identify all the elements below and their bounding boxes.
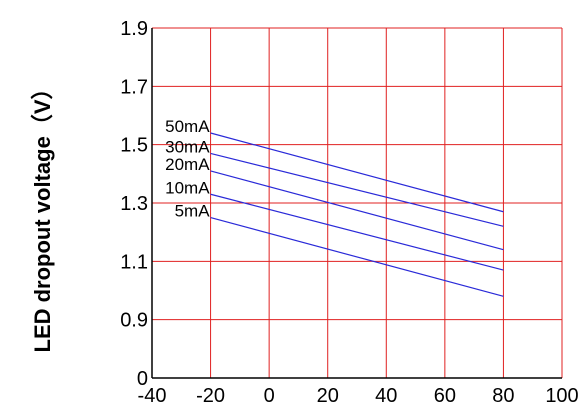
y-tick-label: 0	[137, 368, 148, 390]
series-line-10mA	[210, 193, 504, 271]
y-tick-label: 1.7	[120, 76, 148, 98]
series-label-5mA: 5mA	[175, 202, 211, 221]
series-label-20mA: 20mA	[165, 155, 210, 174]
series-line-30mA	[210, 152, 504, 227]
tick-labels: -40 -20 0 20 40 60 80 100 0 0.9 1.1 1.3 1.5 1.7 1.9	[120, 18, 579, 407]
series-line-50mA	[210, 132, 504, 213]
x-tick-label: -20	[196, 385, 225, 407]
series-lines	[210, 132, 504, 297]
x-tick-label: 80	[492, 385, 514, 407]
x-tick-label: 0	[264, 385, 275, 407]
y-axis-label: LED dropout voltage（V）	[30, 77, 55, 352]
series-label-10mA: 10mA	[165, 178, 210, 197]
x-tick-label: 60	[434, 385, 456, 407]
axes	[151, 28, 562, 379]
series-label-30mA: 30mA	[165, 137, 210, 156]
series-line-20mA	[210, 170, 504, 251]
y-tick-label: 1.5	[120, 135, 148, 157]
x-tick-label: 20	[317, 385, 339, 407]
y-tick-label: 1.1	[120, 251, 148, 273]
grid	[152, 27, 563, 378]
y-tick-label: 1.9	[120, 18, 148, 40]
y-tick-label: 1.3	[120, 193, 148, 215]
x-tick-label: 100	[545, 385, 578, 407]
x-tick-label: -40	[138, 385, 167, 407]
series-label-50mA: 50mA	[165, 117, 210, 136]
y-tick-label: 0.9	[120, 310, 148, 332]
series-line-5mA	[210, 217, 504, 297]
x-tick-label: 40	[375, 385, 397, 407]
